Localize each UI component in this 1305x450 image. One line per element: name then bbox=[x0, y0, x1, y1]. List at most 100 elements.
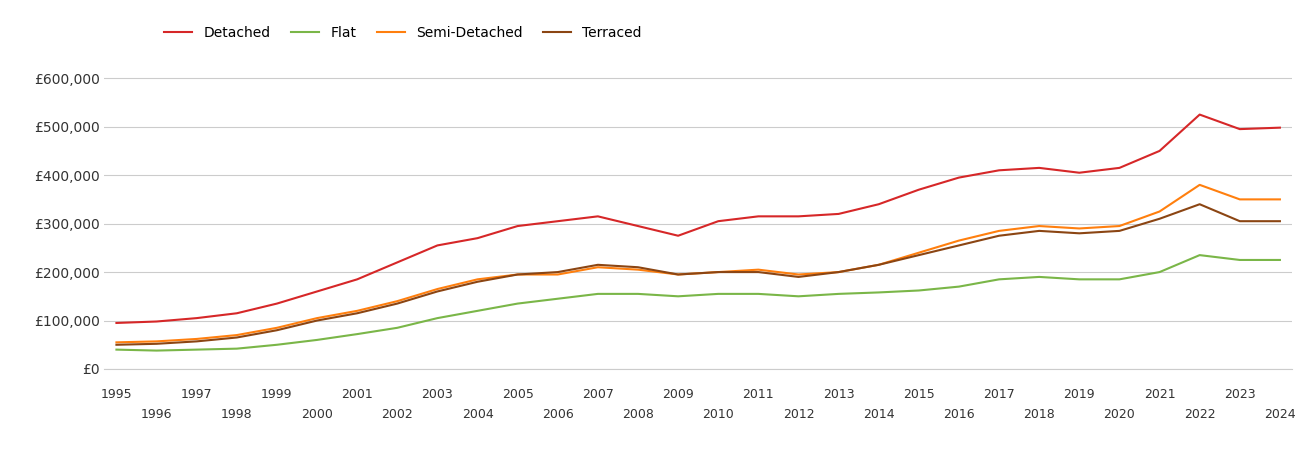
Semi-Detached bbox=[1071, 226, 1087, 231]
Semi-Detached bbox=[750, 267, 766, 272]
Semi-Detached bbox=[1152, 209, 1168, 214]
Semi-Detached bbox=[1232, 197, 1248, 202]
Semi-Detached bbox=[549, 272, 565, 277]
Detached bbox=[549, 219, 565, 224]
Semi-Detached bbox=[710, 270, 726, 275]
Line: Semi-Detached: Semi-Detached bbox=[116, 185, 1280, 342]
Detached bbox=[429, 243, 445, 248]
Terraced bbox=[590, 262, 606, 267]
Text: 2002: 2002 bbox=[381, 408, 414, 421]
Text: 2003: 2003 bbox=[422, 388, 453, 401]
Semi-Detached bbox=[870, 262, 886, 267]
Flat bbox=[189, 347, 205, 352]
Detached bbox=[831, 211, 847, 216]
Flat bbox=[1232, 257, 1248, 263]
Flat bbox=[108, 347, 124, 352]
Terraced bbox=[1071, 230, 1087, 236]
Line: Terraced: Terraced bbox=[116, 204, 1280, 345]
Semi-Detached bbox=[108, 340, 124, 345]
Detached bbox=[269, 301, 284, 306]
Semi-Detached bbox=[429, 286, 445, 292]
Flat bbox=[1191, 252, 1207, 258]
Text: 1997: 1997 bbox=[181, 388, 213, 401]
Semi-Detached bbox=[149, 339, 164, 344]
Flat bbox=[149, 348, 164, 353]
Detached bbox=[710, 219, 726, 224]
Detached bbox=[590, 214, 606, 219]
Detached bbox=[309, 289, 325, 294]
Flat bbox=[470, 308, 485, 314]
Terraced bbox=[1031, 228, 1047, 234]
Detached bbox=[108, 320, 124, 326]
Flat bbox=[951, 284, 967, 289]
Text: 2001: 2001 bbox=[342, 388, 373, 401]
Detached bbox=[228, 310, 244, 316]
Terraced bbox=[750, 270, 766, 275]
Flat bbox=[870, 290, 886, 295]
Legend: Detached, Flat, Semi-Detached, Terraced: Detached, Flat, Semi-Detached, Terraced bbox=[159, 20, 647, 45]
Text: 2017: 2017 bbox=[983, 388, 1015, 401]
Flat bbox=[992, 277, 1007, 282]
Detached bbox=[870, 202, 886, 207]
Detached bbox=[1272, 125, 1288, 130]
Semi-Detached bbox=[309, 315, 325, 321]
Terraced bbox=[992, 233, 1007, 238]
Detached bbox=[1152, 148, 1168, 153]
Text: 2018: 2018 bbox=[1023, 408, 1054, 421]
Flat bbox=[269, 342, 284, 347]
Semi-Detached bbox=[1272, 197, 1288, 202]
Text: 1996: 1996 bbox=[141, 408, 172, 421]
Terraced bbox=[1112, 228, 1128, 234]
Text: 2004: 2004 bbox=[462, 408, 493, 421]
Flat bbox=[590, 291, 606, 297]
Terraced bbox=[710, 270, 726, 275]
Text: 2010: 2010 bbox=[702, 408, 735, 421]
Semi-Detached bbox=[992, 228, 1007, 234]
Terraced bbox=[470, 279, 485, 284]
Flat bbox=[1152, 270, 1168, 275]
Text: 2023: 2023 bbox=[1224, 388, 1255, 401]
Text: 2014: 2014 bbox=[863, 408, 894, 421]
Terraced bbox=[671, 272, 686, 277]
Flat bbox=[791, 293, 806, 299]
Detached bbox=[992, 167, 1007, 173]
Flat bbox=[671, 293, 686, 299]
Text: 1998: 1998 bbox=[221, 408, 253, 421]
Semi-Detached bbox=[350, 308, 365, 314]
Detached bbox=[1031, 165, 1047, 171]
Semi-Detached bbox=[510, 272, 526, 277]
Detached bbox=[470, 235, 485, 241]
Terraced bbox=[149, 341, 164, 346]
Semi-Detached bbox=[470, 277, 485, 282]
Line: Detached: Detached bbox=[116, 115, 1280, 323]
Semi-Detached bbox=[590, 265, 606, 270]
Terraced bbox=[791, 274, 806, 279]
Semi-Detached bbox=[1031, 223, 1047, 229]
Terraced bbox=[269, 328, 284, 333]
Flat bbox=[911, 288, 927, 293]
Text: 2022: 2022 bbox=[1184, 408, 1215, 421]
Terraced bbox=[1152, 216, 1168, 221]
Detached bbox=[189, 315, 205, 321]
Semi-Detached bbox=[189, 336, 205, 342]
Text: 2013: 2013 bbox=[822, 388, 855, 401]
Terraced bbox=[389, 301, 405, 306]
Semi-Detached bbox=[269, 325, 284, 330]
Flat bbox=[710, 291, 726, 297]
Detached bbox=[750, 214, 766, 219]
Detached bbox=[1191, 112, 1207, 117]
Terraced bbox=[870, 262, 886, 267]
Detached bbox=[671, 233, 686, 238]
Semi-Detached bbox=[228, 333, 244, 338]
Detached bbox=[911, 187, 927, 193]
Text: 2006: 2006 bbox=[542, 408, 574, 421]
Text: 2020: 2020 bbox=[1104, 408, 1135, 421]
Detached bbox=[1112, 165, 1128, 171]
Terraced bbox=[350, 310, 365, 316]
Detached bbox=[951, 175, 967, 180]
Text: 2005: 2005 bbox=[501, 388, 534, 401]
Text: 2012: 2012 bbox=[783, 408, 814, 421]
Terraced bbox=[549, 270, 565, 275]
Terraced bbox=[510, 272, 526, 277]
Terraced bbox=[309, 318, 325, 323]
